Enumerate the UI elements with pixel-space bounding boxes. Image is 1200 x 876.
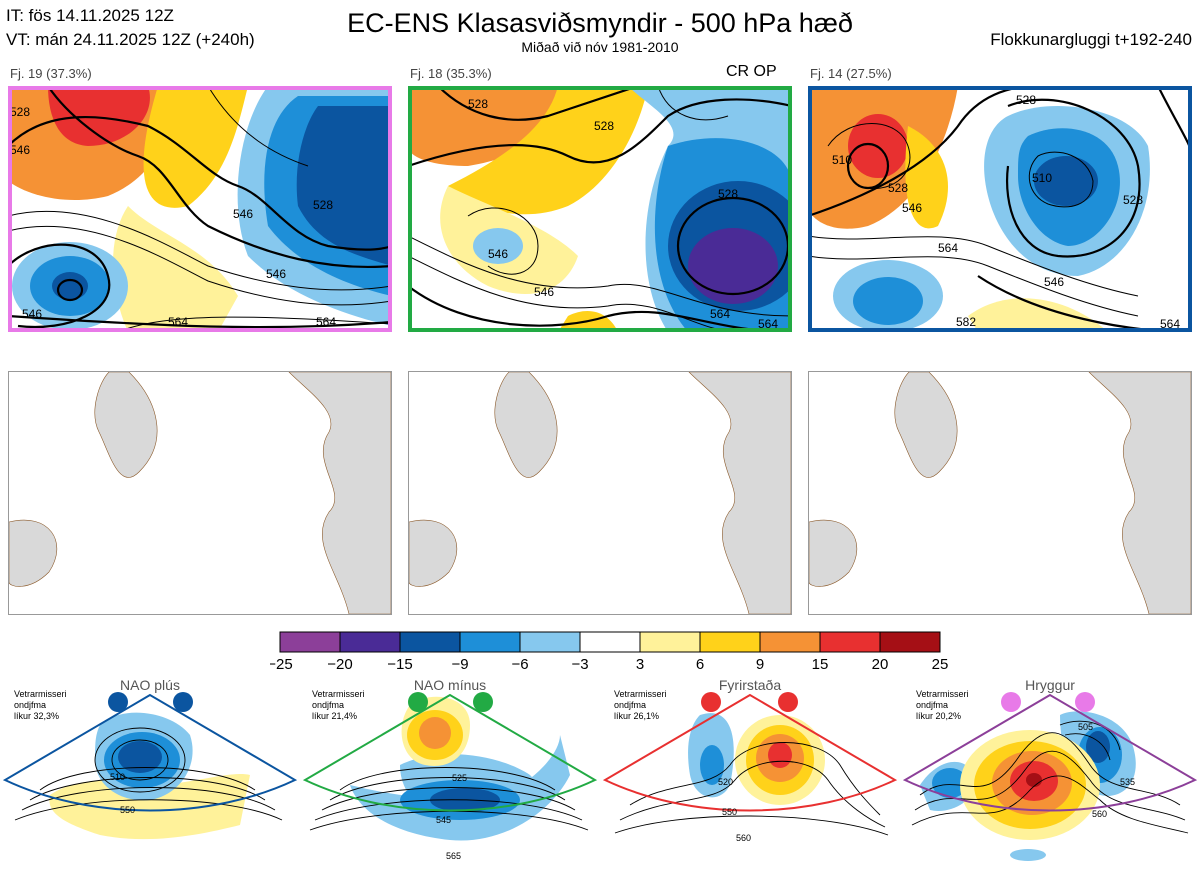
colorbar-tick-label: 15: [812, 656, 829, 673]
colorbar-swatch: [399, 631, 461, 653]
regime-nao-plus-note-3: líkur 32,3%: [14, 711, 59, 721]
panel-1-contour-2: 546: [10, 143, 30, 157]
colorbar-tick-label: 20: [872, 656, 889, 673]
page-subtitle: Miðað við nóv 1981-2010: [521, 39, 679, 55]
regime-nao-minus-title: NAO mínus: [414, 677, 486, 693]
regime-ridge-contour-3: 560: [1092, 809, 1107, 819]
empty-map-2: [408, 371, 792, 615]
colorbar-tick-label: 9: [756, 656, 764, 673]
cluster-border-1: [8, 86, 392, 332]
panel-3-contour-7: 564: [938, 241, 958, 255]
panel-3-contour-5: 510: [1032, 171, 1052, 185]
colorbar-swatch: [279, 631, 341, 653]
regime-blocking-contour-3: 560: [736, 833, 751, 843]
panel-2-contour-5: 546: [534, 285, 554, 299]
panel-1-contour-4: 528: [313, 198, 333, 212]
regime-ridge-note-1: Vetrarmisseri: [916, 689, 969, 699]
colorbar-tick-label: −25: [270, 656, 293, 673]
colorbar-tick-label: −9: [451, 656, 468, 673]
regime-ridge-note-2: ondjfma: [916, 700, 948, 710]
cluster-map-3: 528 510 528 546 510 528 564 546 582 564: [808, 86, 1192, 332]
panel-2-contour-1: 528: [468, 97, 488, 111]
regime-blocking: Fyrirstaða Vetrarmisseri ondjfma líkur 2…: [600, 675, 900, 871]
panel-2-label: Fj. 18 (35.3%): [410, 66, 492, 81]
panel-3-contour-4: 546: [902, 201, 922, 215]
colorbar-swatch: [519, 631, 581, 653]
panel-3-contour-2: 510: [832, 153, 852, 167]
colorbar-tick-label: −6: [511, 656, 528, 673]
regime-nao-plus-contour-1: 510: [110, 772, 125, 782]
panel-2-tag: CR OP: [726, 63, 777, 80]
colorbar-swatch: [699, 631, 761, 653]
regime-nao-minus-contour-3: 565: [446, 851, 461, 861]
regime-blocking-note-1: Vetrarmisseri: [614, 689, 667, 699]
panel-2-contour-3: 528: [718, 187, 738, 201]
panel-1-label: Fj. 19 (37.3%): [10, 66, 92, 81]
colorbar-swatch: [339, 631, 401, 653]
panel-1-contour-6: 546: [22, 307, 42, 321]
regime-nao-plus-note-1: Vetrarmisseri: [14, 689, 67, 699]
panel-3-contour-1: 528: [1016, 93, 1036, 107]
colorbar-swatch: [819, 631, 881, 653]
panel-2-contour-2: 528: [594, 119, 614, 133]
regime-ridge-contour-1: 505: [1078, 722, 1093, 732]
regime-ridge-note-3: líkur 20,2%: [916, 711, 961, 721]
panel-1-contour-8: 564: [168, 315, 188, 329]
colorbar-swatch: [579, 631, 641, 653]
regime-nao-minus-contour-2: 545: [436, 815, 451, 825]
regime-ridge-contour-2: 535: [1120, 777, 1135, 787]
colorbar-swatch: [459, 631, 521, 653]
regime-nao-plus: NAO plús Vetrarmisseri ondjfma líkur 32,…: [0, 675, 300, 871]
colorbar-tick-label: −15: [387, 656, 412, 673]
panel-3-contour-9: 582: [956, 315, 976, 329]
cluster-border-2: [408, 86, 792, 332]
panel-2-contour-6: 564: [710, 307, 730, 321]
panel-3-contour-3: 528: [888, 181, 908, 195]
panel-3-contour-8: 546: [1044, 275, 1064, 289]
regime-blocking-note-3: líkur 26,1%: [614, 711, 659, 721]
colorbar-swatch: [639, 631, 701, 653]
panel-1-contour-1: 528: [10, 105, 30, 119]
regime-blocking-contour-2: 550: [722, 807, 737, 817]
regime-ridge-title: Hryggur: [1025, 677, 1075, 693]
regime-nao-minus-note-1: Vetrarmisseri: [312, 689, 365, 699]
issue-time: IT: fös 14.11.2025 12Z: [6, 6, 174, 25]
colorbar-tick-label: 25: [932, 656, 949, 673]
panel-1-contour-3: 546: [233, 207, 253, 221]
empty-map-1: [8, 371, 392, 615]
regime-blocking-title: Fyrirstaða: [719, 677, 781, 693]
regime-nao-plus-note-2: ondjfma: [14, 700, 46, 710]
panel-3-contour-6: 528: [1123, 193, 1143, 207]
regime-nao-plus-contour-2: 550: [120, 805, 135, 815]
colorbar-tick-label: −20: [327, 656, 352, 673]
panel-1-contour-5: 546: [266, 267, 286, 281]
regime-blocking-note-2: ondjfma: [614, 700, 646, 710]
panel-2-contour-7: 564: [758, 317, 778, 331]
colorbar-swatch: [759, 631, 821, 653]
panel-3-contour-10: 564: [1160, 317, 1180, 331]
colorbar-swatch: [879, 631, 941, 653]
colorbar-tick-label: 6: [696, 656, 704, 673]
classification-window: Flokkunargluggi t+192-240: [990, 30, 1192, 49]
colorbar: −25 −20 −15 −9 −6 −3 3 6 9 15 20 25: [267, 630, 960, 675]
colorbar-tick-label: 3: [636, 656, 644, 673]
regime-ridge: Hryggur Vetrarmisseri ondjfma líkur 20,2…: [900, 675, 1200, 871]
cluster-map-2: 528 528 528 546 546 564 564: [408, 86, 792, 332]
regime-nao-minus: NAO mínus Vetrarmisseri ondjfma líkur 21…: [300, 675, 600, 871]
valid-time: VT: mán 24.11.2025 12Z (+240h): [6, 30, 255, 49]
cluster-border-3: [808, 86, 1192, 332]
panel-2-contour-4: 546: [488, 247, 508, 261]
regime-nao-minus-note-3: líkur 21,4%: [312, 711, 357, 721]
page-title: EC-ENS Klasasviðsmyndir - 500 hPa hæð: [347, 8, 853, 38]
regime-blocking-contour-1: 520: [718, 777, 733, 787]
colorbar-tick-label: −3: [571, 656, 588, 673]
cluster-map-1: 528 546 546 528 546 546 564 564: [8, 86, 392, 332]
regime-nao-plus-title: NAO plús: [120, 677, 180, 693]
regime-nao-minus-contour-1: 525: [452, 773, 467, 783]
panel-3-label: Fj. 14 (27.5%): [810, 66, 892, 81]
empty-map-3: [808, 371, 1192, 615]
panel-1-contour-7: 564: [316, 315, 336, 329]
regime-nao-minus-note-2: ondjfma: [312, 700, 344, 710]
